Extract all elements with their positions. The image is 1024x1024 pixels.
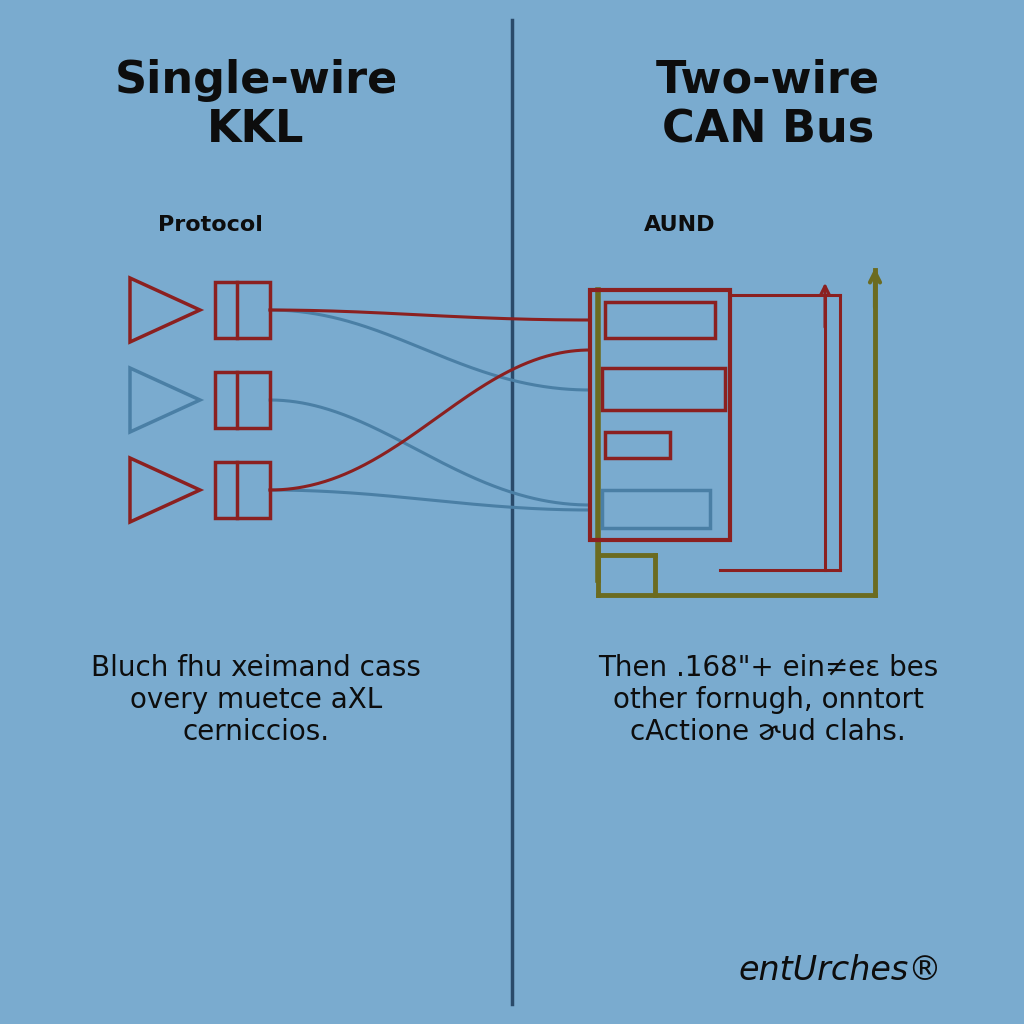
Text: Bluch fhu xeimand cass
overy muetce aXL
cerniccios.: Bluch fhu xeimand cass overy muetce aXL …: [91, 653, 421, 746]
Bar: [602, 368, 725, 410]
Text: Then .168"+ ein≠eɛ bes
other fornugh, onntort
cActione ɚud clahs.: Then .168"+ ein≠eɛ bes other fornugh, on…: [598, 653, 938, 746]
Text: Single-wire
KKL: Single-wire KKL: [115, 58, 397, 152]
Text: Protocol: Protocol: [158, 215, 262, 234]
Bar: [215, 372, 270, 428]
Text: AUND: AUND: [644, 215, 716, 234]
Bar: [215, 282, 270, 338]
Bar: [215, 462, 270, 518]
Bar: [605, 302, 715, 338]
Bar: [590, 290, 730, 540]
Bar: [602, 490, 710, 528]
Bar: [605, 432, 670, 458]
Text: entUrches®: entUrches®: [738, 953, 942, 986]
Text: Two-wire
CAN Bus: Two-wire CAN Bus: [656, 58, 880, 152]
